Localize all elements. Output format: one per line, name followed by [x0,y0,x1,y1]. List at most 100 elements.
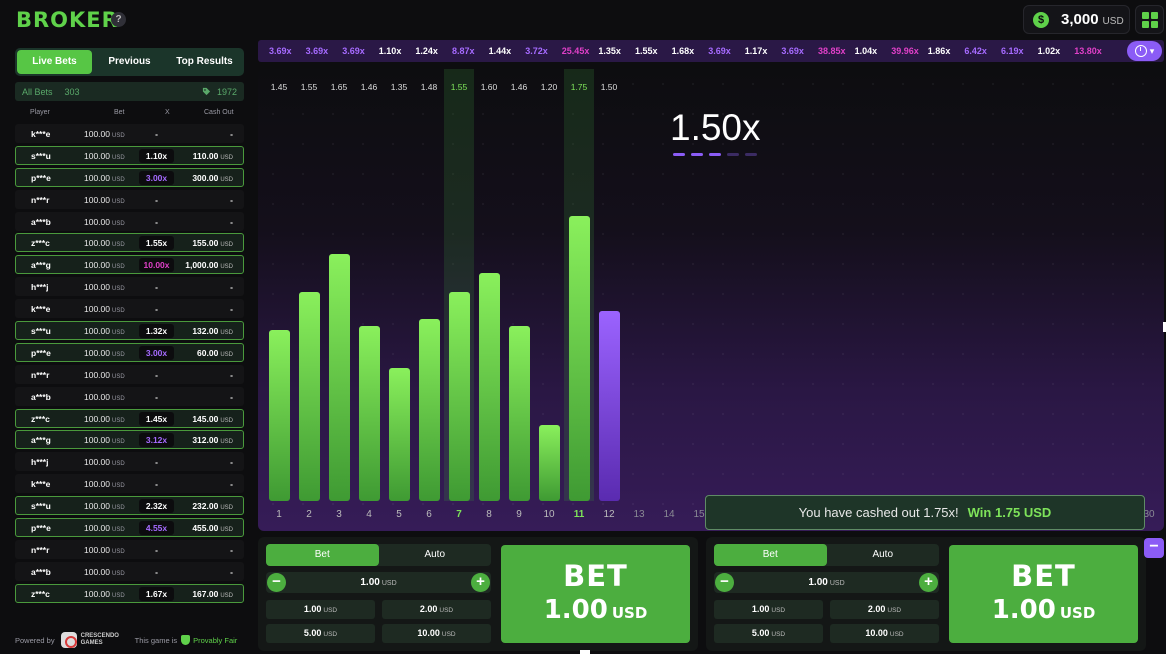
column-bar [418,318,440,501]
column-multiplier: 1.20 [540,82,558,92]
cashout-amount: - [230,194,233,205]
bet-button-amount: 1.00 USD [991,595,1096,625]
multiplier-value: 1.45x [139,411,174,426]
bet-amount-field[interactable]: 1.00 USD [360,577,397,588]
quick-bet-2[interactable]: 2.00 USD [830,600,939,619]
history-multiplier: 1.68x [671,46,695,56]
history-multiplier: 1.17x [744,46,768,56]
cashout-amount: - [230,369,233,380]
tab-auto[interactable]: Auto [872,549,894,560]
multiplier-value: - [155,544,158,555]
column-multiplier: 1.35 [390,82,408,92]
powered-by-label: Powered by [15,635,55,645]
cashout-amount: - [230,282,233,293]
multiplier-value: - [155,566,158,577]
column-index: 10 [543,509,555,520]
history-multiplier: 1.44x [488,46,512,56]
quick-bet-2[interactable]: 2.00 USD [382,600,491,619]
table-row: k***e 100.00 USD - - [15,474,244,494]
cashout-amount: - [230,216,233,227]
cashout-amount: 145.00 USD [192,413,233,424]
history-multiplier: 13.80x [1074,46,1102,56]
cashout-amount: - [230,304,233,315]
balance-display: $ 3,000 USD [1023,5,1130,34]
all-bets-label: All Bets [22,86,53,97]
history-multiplier: 1.24x [415,46,438,56]
tab-top-results[interactable]: Top Results [176,56,233,67]
increase-bet-button[interactable]: + [471,573,490,592]
remove-panel-button[interactable]: − [1144,538,1164,558]
cashout-amount: 110.00 USD [192,150,233,161]
balance-currency: USD [1102,15,1124,27]
menu-grid-icon[interactable] [1135,5,1164,34]
increase-bet-button[interactable]: + [919,573,938,592]
tag-count: 1972 [216,86,237,97]
multiplier-value: 3.00x [139,170,174,185]
history-multiplier: 38.85x [818,46,846,56]
bet-amount: 100.00 USD [84,369,125,380]
bet-amount: 100.00 USD [84,238,125,249]
column-index: 15 [693,509,705,520]
history-dropdown-button[interactable]: ▾ [1127,41,1162,61]
cashout-amount: 312.00 USD [192,435,233,446]
bet-amount: 100.00 USD [84,150,125,161]
tab-previous[interactable]: Previous [108,56,151,67]
bets-table: k***e 100.00 USD - - s***u 100.00 USD 1.10x 110.0… [15,124,244,606]
column-index: 30 [1143,509,1155,520]
provably-fair-link[interactable]: Provably Fair [193,635,238,645]
table-row: z***c 100.00 USD 1.45x 145.00 USD [15,408,244,428]
column-index: 1 [276,509,282,520]
quick-bet-10[interactable]: 10.00 USD [382,624,491,643]
quick-bet-5[interactable]: 5.00 USD [266,624,375,643]
history-multiplier: 1.10x [378,46,402,56]
column-bar [358,326,380,501]
help-icon[interactable]: ? [111,12,126,27]
bet-amount-field[interactable]: 1.00 USD [808,577,845,588]
column-bar [448,292,470,501]
multiplier-value: - [155,129,158,139]
tab-bet[interactable]: Bet [714,544,827,566]
player-name: k***e [31,479,51,490]
multiplier-value: 3.00x [139,345,174,360]
multiplier-value: 1.10x [139,148,174,163]
column-index: 3 [336,509,342,520]
bet-panel-2: Bet Auto − 1.00 USD + 1.00 USD 2.00 USD 5.0… [706,537,1146,651]
multiplier-history: 3.69x 3.69x 3.69x 1.10x 1.24x 8.87x 1.44x 3.72x… [258,40,1164,62]
multiplier-value: - [155,194,158,205]
broker-logo: BROKER [16,8,119,32]
cashout-amount: - [230,544,233,555]
decrease-bet-button[interactable]: − [715,573,734,592]
bet-amount-stepper: − 1.00 USD + [266,572,491,593]
column-bar [478,273,500,501]
place-bet-button[interactable]: BET 1.00 USD [501,545,690,643]
quick-bet-1[interactable]: 1.00 USD [266,600,375,619]
quick-bet-10[interactable]: 10.00 USD [830,624,939,643]
column-bar [538,425,560,501]
tab-live-bets[interactable]: Live Bets [17,50,92,74]
table-row: p***e 100.00 USD 3.00x 300.00 USD [15,167,244,187]
multiplier-value: 4.55x [139,521,174,536]
decrease-bet-button[interactable]: − [267,573,286,592]
quick-bet-1[interactable]: 1.00 USD [714,600,823,619]
tab-bet[interactable]: Bet [266,544,379,566]
table-row: h***j 100.00 USD - - [15,277,244,297]
tab-auto[interactable]: Auto [424,549,446,560]
player-name: s***u [31,501,51,512]
all-bets-bar: All Bets 303 1972 [15,82,244,101]
place-bet-button[interactable]: BET 1.00 USD [949,545,1138,643]
col-player: Player [30,109,50,116]
quick-bet-5[interactable]: 5.00 USD [714,624,823,643]
column-bar [268,330,290,501]
column-bar [388,368,410,501]
game-board: 1.50x 1.45 1 1.55 2 1.65 3 1.46 4 1.35 5 1.48 6 1.55… [258,69,1164,531]
player-name: h***j [31,282,49,293]
history-multiplier: 1.86x [927,46,951,56]
cashout-amount: 60.00 USD [197,347,233,358]
bet-amount: 100.00 USD [84,347,125,358]
bet-amount: 100.00 USD [84,435,125,446]
multiplier-value: - [155,369,158,380]
player-name: z***c [31,413,50,424]
player-name: a***g [31,435,51,446]
player-name: p***e [31,523,51,534]
